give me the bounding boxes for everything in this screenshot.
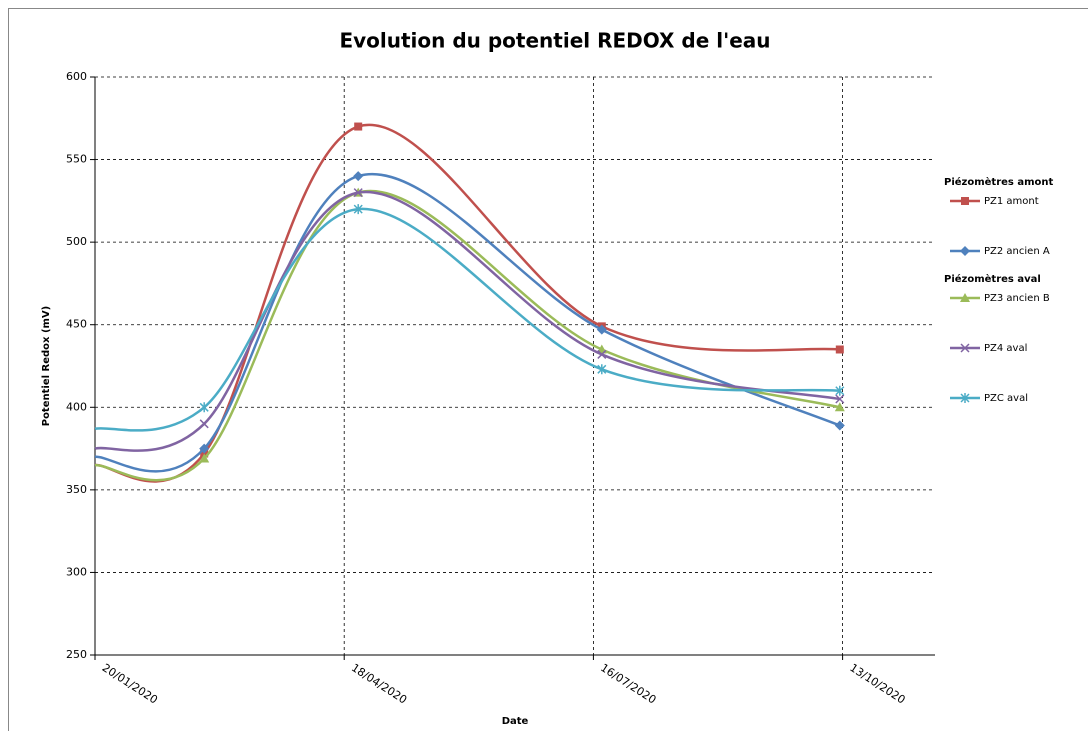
chart-frame — [8, 8, 1088, 731]
marker — [961, 197, 969, 205]
marker — [596, 324, 607, 335]
chart-title: Evolution du potentiel REDOX de l'eau — [339, 29, 770, 53]
y-tick-label: 300 — [66, 565, 87, 578]
legend-heading: Piézomètres aval — [944, 273, 1041, 285]
y-tick-label: 450 — [66, 318, 87, 331]
y-tick-label: 400 — [66, 400, 87, 413]
marker — [960, 343, 970, 353]
x-axis-label: Date — [502, 716, 529, 727]
legend-label: PZ4 aval — [984, 343, 1027, 354]
marker — [960, 293, 970, 302]
marker — [835, 385, 845, 396]
y-tick-label: 350 — [66, 483, 87, 496]
marker — [835, 394, 845, 404]
marker — [834, 420, 845, 431]
marker — [353, 188, 363, 198]
marker — [353, 171, 364, 182]
y-tick-label: 550 — [66, 153, 87, 166]
marker — [199, 419, 209, 429]
series-line — [94, 123, 840, 483]
marker — [199, 443, 210, 454]
marker — [353, 204, 363, 215]
marker — [199, 402, 209, 413]
series-line — [94, 172, 841, 473]
legend-label: PZ1 amont — [984, 196, 1039, 207]
y-tick-label: 600 — [66, 70, 87, 83]
marker — [960, 246, 970, 256]
marker — [835, 345, 844, 354]
y-tick-label: 250 — [66, 648, 87, 661]
legend-label: PZC aval — [984, 393, 1028, 404]
y-tick-label: 500 — [66, 235, 87, 248]
marker — [199, 453, 210, 463]
marker — [597, 349, 607, 359]
y-axis-label: Potentiel Redox (mV) — [41, 306, 52, 427]
legend-heading: Piézomètres amont — [944, 176, 1054, 188]
series-line — [94, 190, 841, 452]
legend-label: PZ3 ancien B — [984, 293, 1050, 304]
legend-label: PZ2 ancien A — [984, 246, 1050, 257]
marker — [597, 364, 607, 375]
marker — [960, 393, 970, 403]
marker — [354, 122, 363, 131]
marker — [834, 402, 845, 412]
series-line — [94, 207, 840, 432]
